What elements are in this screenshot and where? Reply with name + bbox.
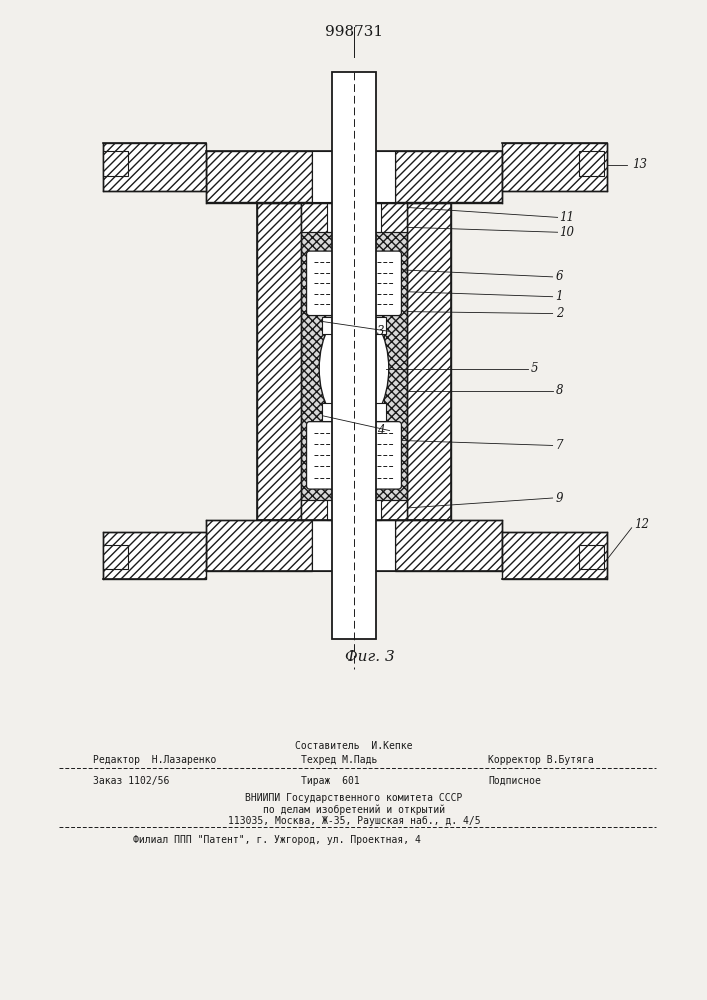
Bar xyxy=(300,202,340,232)
Bar xyxy=(300,500,340,520)
Text: 6: 6 xyxy=(556,270,563,283)
Bar xyxy=(325,317,332,421)
Text: Подписное: Подписное xyxy=(489,776,542,786)
Bar xyxy=(257,202,300,520)
Bar xyxy=(375,317,384,421)
Text: Филиал ППП "Патент", г. Ужгород, ул. Проектная, 4: Филиал ППП "Патент", г. Ужгород, ул. Про… xyxy=(133,835,421,845)
Text: 113035, Москва, Ж-35, Раушская наб., д. 4/5: 113035, Москва, Ж-35, Раушская наб., д. … xyxy=(228,816,480,826)
FancyBboxPatch shape xyxy=(307,422,374,489)
Bar xyxy=(327,500,380,520)
Text: Тираж  601: Тираж 601 xyxy=(300,776,359,786)
Text: Редактор  Н.Лазаренко: Редактор Н.Лазаренко xyxy=(93,755,216,765)
FancyBboxPatch shape xyxy=(334,251,402,316)
Bar xyxy=(206,151,312,202)
Text: по делам изобретений и открытий: по делам изобретений и открытий xyxy=(263,804,445,815)
Text: 7: 7 xyxy=(556,439,563,452)
Bar xyxy=(103,532,206,579)
Bar xyxy=(368,202,407,232)
Ellipse shape xyxy=(319,309,389,429)
Text: Составитель  И.Кепке: Составитель И.Кепке xyxy=(296,741,413,751)
Bar xyxy=(579,151,604,176)
Bar xyxy=(312,151,395,202)
Bar xyxy=(206,520,312,571)
Text: 8: 8 xyxy=(556,384,563,397)
Text: 3: 3 xyxy=(377,325,385,338)
Bar xyxy=(322,317,385,334)
Bar xyxy=(395,151,502,202)
Bar xyxy=(395,520,502,571)
Text: Техред М.Падь: Техред М.Падь xyxy=(300,755,377,765)
Text: 12: 12 xyxy=(635,518,650,531)
Bar xyxy=(103,143,206,191)
Bar xyxy=(300,202,407,520)
Bar xyxy=(327,202,380,232)
Bar xyxy=(368,500,407,520)
Text: Корректор В.Бутяга: Корректор В.Бутяга xyxy=(489,755,594,765)
Text: 11: 11 xyxy=(559,211,575,224)
Text: Фиг. 3: Фиг. 3 xyxy=(345,650,395,664)
Bar xyxy=(332,72,375,639)
FancyBboxPatch shape xyxy=(307,251,374,316)
Bar xyxy=(312,520,395,571)
Text: 998731: 998731 xyxy=(325,25,383,39)
Text: 4: 4 xyxy=(377,424,385,437)
FancyBboxPatch shape xyxy=(334,422,402,489)
Bar xyxy=(103,151,128,176)
Bar xyxy=(579,545,604,569)
Text: Заказ 1102/56: Заказ 1102/56 xyxy=(93,776,170,786)
Text: 13: 13 xyxy=(631,158,647,171)
Bar xyxy=(502,532,607,579)
Text: 5: 5 xyxy=(531,362,539,375)
Bar xyxy=(407,202,451,520)
Bar xyxy=(322,403,385,421)
Text: 2: 2 xyxy=(556,307,563,320)
Bar xyxy=(502,143,607,191)
Text: 1: 1 xyxy=(556,290,563,303)
Text: ВНИИПИ Государственного комитета СССР: ВНИИПИ Государственного комитета СССР xyxy=(245,793,462,803)
Text: 9: 9 xyxy=(556,492,563,505)
Text: 10: 10 xyxy=(559,226,575,239)
Bar xyxy=(103,545,128,569)
